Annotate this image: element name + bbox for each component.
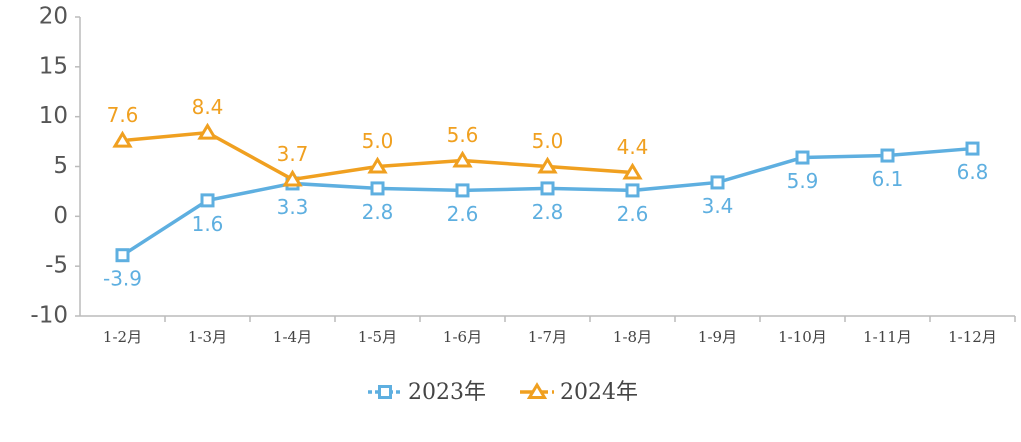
marker xyxy=(367,156,388,174)
marker xyxy=(540,181,555,196)
y-tick-label: 10 xyxy=(39,103,68,129)
marker xyxy=(378,385,392,399)
legend-item: 2024年 xyxy=(520,380,638,405)
data-label: 4.4 xyxy=(617,135,649,159)
marker xyxy=(526,382,548,399)
data-label: 5.0 xyxy=(532,129,564,153)
marker xyxy=(115,248,130,263)
legend-label: 2024年 xyxy=(560,380,638,405)
marker xyxy=(795,150,810,165)
y-tick-label: 15 xyxy=(39,53,68,79)
data-label: 3.7 xyxy=(277,142,309,166)
data-label: 3.4 xyxy=(702,194,734,218)
marker xyxy=(370,181,385,196)
y-tick-label: -10 xyxy=(30,303,68,329)
legend-item: 2023年 xyxy=(368,380,486,405)
x-tick-label: 1-6月 xyxy=(443,328,482,346)
x-tick-label: 1-9月 xyxy=(698,328,737,346)
y-tick-label: 5 xyxy=(53,153,68,179)
x-tick-label: 1-4月 xyxy=(273,328,312,346)
marker xyxy=(197,122,218,140)
x-tick-label: 1-10月 xyxy=(778,328,827,346)
x-tick-label: 1-11月 xyxy=(863,328,912,346)
legend-label: 2023年 xyxy=(408,380,486,405)
data-label: 5.0 xyxy=(362,129,394,153)
data-label: 6.8 xyxy=(957,160,989,184)
y-tick-label: 0 xyxy=(53,203,68,229)
data-label: 5.9 xyxy=(787,169,819,193)
data-label: 3.3 xyxy=(277,195,309,219)
data-label: 8.4 xyxy=(192,95,224,119)
marker xyxy=(112,130,133,148)
x-tick-label: 1-3月 xyxy=(188,328,227,346)
marker xyxy=(880,148,895,163)
marker xyxy=(965,141,980,156)
marker xyxy=(455,183,470,198)
data-label: 2.6 xyxy=(447,202,479,226)
data-label: -3.9 xyxy=(103,267,142,291)
data-label: 1.6 xyxy=(192,212,224,236)
marker xyxy=(537,156,558,174)
data-label: 7.6 xyxy=(107,103,139,127)
data-label: 2.8 xyxy=(362,200,394,224)
x-tick-label: 1-8月 xyxy=(613,328,652,346)
marker xyxy=(452,150,473,168)
marker xyxy=(625,183,640,198)
data-label: 2.8 xyxy=(532,200,564,224)
data-label: 2.6 xyxy=(617,202,649,226)
data-label: 5.6 xyxy=(447,123,479,147)
y-tick-label: 20 xyxy=(39,4,68,30)
marker xyxy=(622,162,643,180)
data-label: 6.1 xyxy=(872,167,904,191)
x-tick-label: 1-5月 xyxy=(358,328,397,346)
x-tick-label: 1-2月 xyxy=(103,328,142,346)
x-tick-label: 1-12月 xyxy=(948,328,997,346)
y-tick-label: -5 xyxy=(45,253,68,279)
x-tick-label: 1-7月 xyxy=(528,328,567,346)
marker xyxy=(200,193,215,208)
marker xyxy=(282,169,303,187)
marker xyxy=(710,175,725,190)
